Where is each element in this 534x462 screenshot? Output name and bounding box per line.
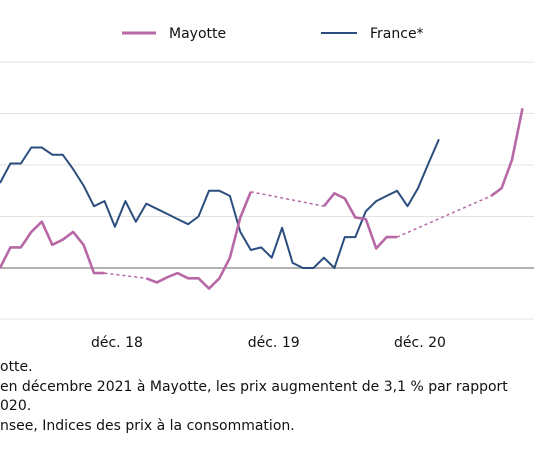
x-tick-label: déc. 19 bbox=[248, 335, 300, 351]
note-line-3: 020. bbox=[0, 398, 32, 414]
mayotte-series-line bbox=[250, 191, 325, 207]
mayotte-series-line bbox=[0, 220, 105, 275]
mayotte-series-line bbox=[145, 191, 253, 290]
x-tick-label: déc. 18 bbox=[91, 335, 143, 351]
legend: Mayotte France* bbox=[122, 26, 424, 42]
chart-notes: otte. en décembre 2021 à Mayotte, les pr… bbox=[0, 358, 508, 436]
france-series-line bbox=[0, 138, 440, 269]
note-line-4: nsee, Indices des prix à la consommation… bbox=[0, 417, 295, 434]
legend-label-mayotte: Mayotte bbox=[169, 26, 226, 42]
mayotte-series-line bbox=[490, 108, 524, 197]
x-axis-ticks: déc. 18 déc. 19 déc. 20 bbox=[91, 335, 446, 351]
series-lines bbox=[0, 108, 524, 290]
mayotte-series-line bbox=[104, 272, 147, 280]
gridlines bbox=[0, 61, 534, 320]
note-line-1: otte. bbox=[0, 359, 33, 375]
x-tick-label: déc. 20 bbox=[394, 335, 446, 351]
mayotte-series-line bbox=[322, 192, 398, 250]
note-line-2: en décembre 2021 à Mayotte, les prix aug… bbox=[0, 378, 508, 395]
mayotte-series-line bbox=[396, 195, 492, 238]
legend-label-france: France* bbox=[370, 26, 424, 42]
line-chart: déc. 18 déc. 19 déc. 20 Mayotte France* bbox=[0, 26, 534, 351]
